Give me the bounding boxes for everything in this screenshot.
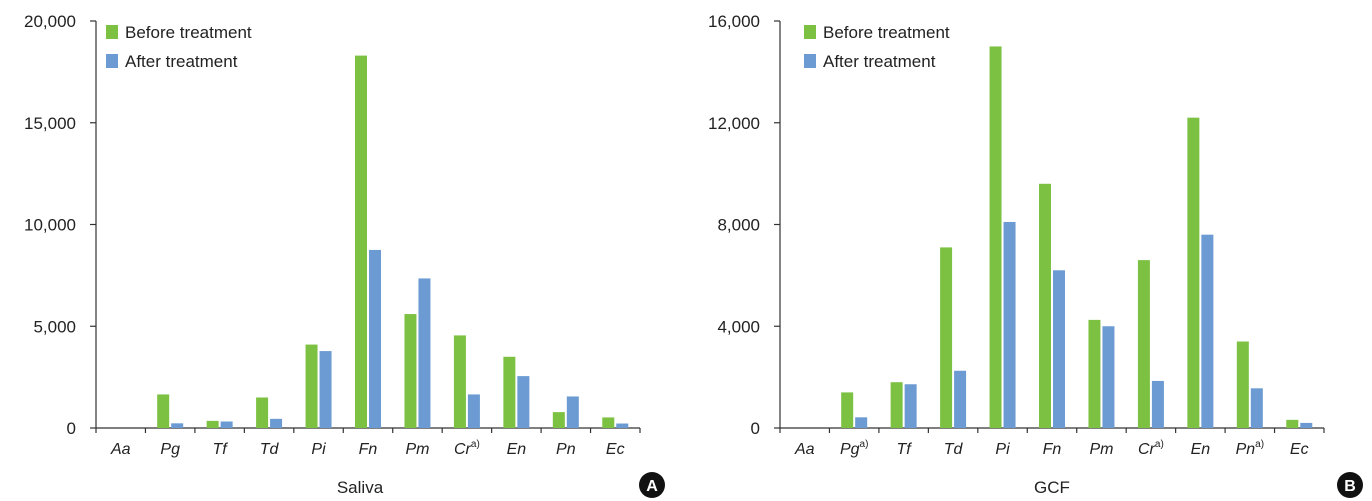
- bar-before-tf: [890, 382, 903, 428]
- panel-badge-circle: [639, 472, 665, 498]
- y-tick-label: 5,000: [33, 317, 76, 336]
- x-tick-label-ec: Ec: [1290, 441, 1309, 458]
- bar-after-pn: [566, 396, 579, 428]
- legend-swatch-after: [804, 54, 816, 68]
- bar-after-cr: [1151, 380, 1164, 428]
- bar-before-pn: [1236, 341, 1249, 428]
- x-tick-label-pg: Pga): [840, 439, 868, 458]
- panel-badge-circle: [1337, 472, 1363, 498]
- panel-badge-a: A: [639, 472, 665, 498]
- bar-after-ec: [616, 423, 629, 428]
- bar-before-fn: [1039, 183, 1051, 428]
- legend-label-before: Before treatment: [125, 23, 252, 42]
- x-tick-label-pm: Pm: [1089, 441, 1113, 458]
- y-tick-label: 0: [67, 419, 76, 438]
- x-tick-label-aa: Aa: [110, 441, 131, 458]
- x-tick-label-pm: Pm: [405, 441, 429, 458]
- y-tick-label: 16,000: [708, 12, 760, 31]
- x-tick-label-pi: Pi: [311, 441, 326, 458]
- x-tick-label-td: Td: [944, 441, 964, 458]
- bar-before-pg: [841, 392, 854, 428]
- panel-badge-b: B: [1337, 472, 1363, 498]
- x-tick-label-td: Td: [260, 441, 280, 458]
- x-tick-label-tf: Tf: [213, 441, 229, 458]
- x-tick-label-en: En: [507, 441, 527, 458]
- bar-before-cr: [453, 335, 466, 428]
- chart-panel-a: 0 5,000 10,000 15,000 20,000 Aa Pg Tf Td Pi Fn Pm Cr…: [24, 12, 665, 498]
- bar-before-pm: [1088, 319, 1101, 428]
- legend-swatch-before: [106, 25, 118, 39]
- y-tick-label: 8,000: [717, 216, 760, 235]
- y-tick-label: 4,000: [717, 317, 760, 336]
- bar-before-pi: [989, 46, 1002, 428]
- x-tick-label-aa: Aa: [794, 441, 815, 458]
- chart-panel-b: 0 4,000 8,000 12,000 16,000 Aa Pga) Tf Td Pi Fn Pm C…: [708, 12, 1363, 498]
- bar-after-pg: [171, 423, 184, 428]
- panel-badge-label: A: [646, 478, 658, 495]
- bar-after-pm: [1102, 326, 1115, 428]
- legend-swatch-before: [804, 25, 816, 39]
- bar-before-ec: [602, 417, 615, 428]
- bar-after-pn: [1250, 388, 1263, 428]
- y-tick-label: 10,000: [24, 216, 76, 235]
- bar-before-td: [256, 397, 269, 428]
- bar-after-pi: [1003, 221, 1016, 428]
- x-tick-label-cr: Cra): [454, 439, 480, 458]
- x-tick-label-pn: Pn: [556, 441, 576, 458]
- x-axis-label: Saliva: [337, 478, 384, 497]
- x-tick-label-pn: Pna): [1236, 439, 1264, 458]
- bar-before-pg: [157, 394, 170, 428]
- bar-after-fn: [369, 249, 381, 428]
- x-axis-label: GCF: [1034, 478, 1070, 497]
- y-tick-label: 12,000: [708, 114, 760, 133]
- x-tick-label-ec: Ec: [606, 441, 625, 458]
- bar-before-tf: [206, 420, 219, 428]
- bar-after-pi: [319, 351, 332, 428]
- legend-label-after: After treatment: [125, 52, 238, 71]
- bar-before-en: [503, 356, 516, 428]
- bar-before-en: [1187, 117, 1200, 428]
- bar-before-ec: [1286, 419, 1299, 428]
- bar-before-td: [940, 247, 953, 428]
- bar-after-en: [1201, 234, 1214, 428]
- x-tick-label-fn: Fn: [1043, 441, 1062, 458]
- x-tick-label-fn: Fn: [359, 441, 378, 458]
- y-tick-label: 15,000: [24, 114, 76, 133]
- bar-before-pi: [305, 344, 318, 428]
- legend-label-after: After treatment: [823, 52, 936, 71]
- bar-after-fn: [1053, 270, 1065, 428]
- x-tick-label-pi: Pi: [995, 441, 1010, 458]
- y-tick-label: 0: [751, 419, 760, 438]
- x-tick-label-cr: Cra): [1138, 439, 1164, 458]
- bar-after-pm: [418, 278, 431, 428]
- bar-after-tf: [904, 384, 917, 428]
- bar-before-fn: [355, 55, 367, 428]
- x-tick-label-tf: Tf: [897, 441, 913, 458]
- legend-label-before: Before treatment: [823, 23, 950, 42]
- bar-after-tf: [220, 421, 233, 428]
- bar-after-pg: [855, 417, 868, 428]
- legend-swatch-after: [106, 54, 118, 68]
- bar-after-cr: [467, 394, 480, 428]
- bar-after-td: [954, 370, 967, 428]
- y-tick-label: 20,000: [24, 12, 76, 31]
- bar-after-td: [270, 418, 283, 428]
- bar-before-pn: [552, 412, 565, 428]
- panel-badge-label: B: [1344, 478, 1356, 495]
- bar-after-en: [517, 376, 530, 428]
- x-tick-label-pg: Pg: [160, 441, 180, 458]
- bar-after-ec: [1300, 422, 1313, 428]
- x-tick-label-en: En: [1191, 441, 1211, 458]
- bar-before-cr: [1137, 260, 1150, 428]
- bar-before-pm: [404, 314, 417, 428]
